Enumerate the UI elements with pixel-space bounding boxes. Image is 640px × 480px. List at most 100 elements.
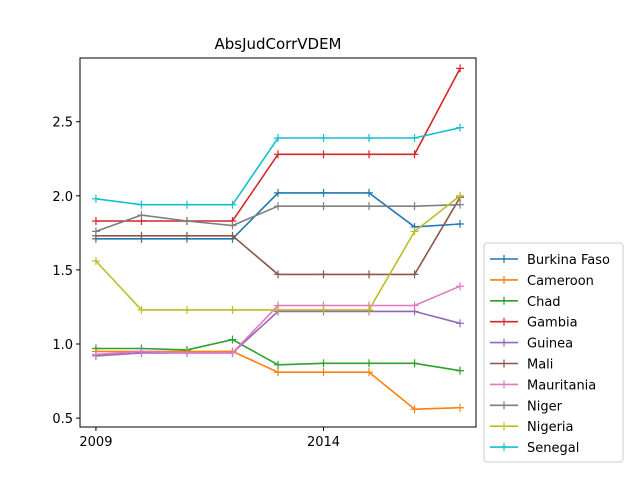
- data-point: [456, 191, 465, 200]
- data-point: [410, 134, 419, 143]
- data-point: [91, 217, 100, 226]
- legend-label: Senegal: [527, 441, 579, 456]
- data-point: [319, 202, 328, 211]
- data-point: [274, 368, 282, 377]
- data-point: [456, 200, 465, 209]
- data-point: [319, 359, 328, 368]
- data-point: [410, 227, 419, 236]
- data-point: [319, 188, 328, 197]
- data-point: [228, 221, 237, 230]
- legend-label: Niger: [527, 399, 563, 414]
- legend-item: Mauritania: [490, 378, 596, 393]
- data-point: [274, 150, 282, 159]
- data-point: [274, 305, 282, 314]
- series-layer: [91, 64, 465, 414]
- y-tick-label: 2.5: [52, 116, 73, 131]
- axes: 2009 2014 0.5 1.0 1.5 2.0 2.5: [52, 57, 477, 450]
- data-point: [228, 231, 237, 240]
- x-tick-label: 2009: [79, 435, 112, 450]
- data-point: [410, 202, 419, 211]
- data-point: [228, 200, 237, 209]
- data-point: [228, 348, 237, 357]
- data-point: [182, 217, 191, 226]
- y-tick-label: 0.5: [52, 412, 73, 427]
- data-point: [274, 134, 282, 143]
- data-point: [456, 366, 465, 375]
- data-point: [365, 202, 374, 211]
- data-point: [319, 150, 328, 159]
- legend-label: Guinea: [527, 337, 573, 352]
- legend-label: Burkina Faso: [527, 253, 610, 268]
- legend-item: Guinea: [490, 337, 573, 352]
- data-point: [274, 188, 282, 197]
- data-point: [91, 194, 100, 203]
- data-point: [365, 305, 374, 314]
- legend-item: Cameroon: [490, 274, 594, 289]
- data-point: [456, 219, 465, 228]
- legend-label: Chad: [527, 295, 561, 310]
- data-point: [365, 188, 374, 197]
- legend-item: Burkina Faso: [490, 253, 610, 268]
- data-point: [274, 202, 282, 211]
- legend-label: Mali: [527, 358, 553, 373]
- series-mauritania: [91, 282, 465, 359]
- data-point: [182, 200, 191, 209]
- legend-item: Senegal: [490, 441, 579, 456]
- data-point: [410, 359, 419, 368]
- legend-item: Niger: [490, 399, 563, 414]
- data-point: [456, 282, 465, 291]
- series-senegal: [91, 123, 465, 209]
- legend: Burkina Faso Cameroon Chad Gambia Guinea Mali…: [483, 242, 624, 463]
- series-mali: [91, 193, 465, 279]
- data-point: [365, 150, 374, 159]
- y-tick-label: 1.0: [52, 338, 73, 353]
- data-point: [182, 231, 191, 240]
- data-point: [456, 319, 465, 328]
- legend-label: Gambia: [527, 316, 578, 331]
- data-point: [410, 405, 419, 414]
- series-gambia: [91, 64, 465, 226]
- plot-frame: [79, 57, 477, 428]
- data-point: [274, 270, 282, 279]
- data-point: [137, 211, 146, 220]
- data-point: [319, 270, 328, 279]
- data-point: [228, 335, 237, 344]
- y-tick-label: 1.5: [52, 264, 73, 279]
- x-tick-label: 2014: [307, 435, 340, 450]
- data-point: [456, 64, 465, 73]
- y-tick-label: 2.0: [52, 190, 73, 205]
- legend-label: Cameroon: [527, 274, 594, 289]
- data-point: [365, 359, 374, 368]
- legend-item: Chad: [490, 295, 561, 310]
- data-point: [91, 227, 100, 236]
- data-point: [137, 305, 146, 314]
- legend-item: Mali: [490, 358, 553, 373]
- data-point: [410, 270, 419, 279]
- chart-title: AbsJudCorrVDEM: [214, 35, 341, 53]
- series-nigeria: [91, 191, 465, 314]
- data-point: [456, 123, 465, 132]
- data-point: [365, 270, 374, 279]
- data-point: [137, 231, 146, 240]
- series-niger: [91, 200, 465, 236]
- data-point: [365, 368, 374, 377]
- legend-item: Nigeria: [490, 420, 574, 435]
- data-point: [319, 368, 328, 377]
- data-point: [91, 257, 100, 266]
- legend-label: Mauritania: [527, 378, 596, 393]
- data-point: [137, 200, 146, 209]
- data-point: [182, 348, 191, 357]
- data-point: [456, 403, 465, 412]
- data-point: [228, 305, 237, 314]
- legend-item: Gambia: [490, 316, 578, 331]
- data-point: [319, 134, 328, 143]
- data-point: [410, 150, 419, 159]
- legend-box: [483, 242, 624, 463]
- data-point: [365, 134, 374, 143]
- data-point: [182, 305, 191, 314]
- legend-label: Nigeria: [527, 420, 574, 435]
- data-point: [137, 347, 146, 356]
- data-point: [319, 305, 328, 314]
- data-point: [274, 360, 282, 369]
